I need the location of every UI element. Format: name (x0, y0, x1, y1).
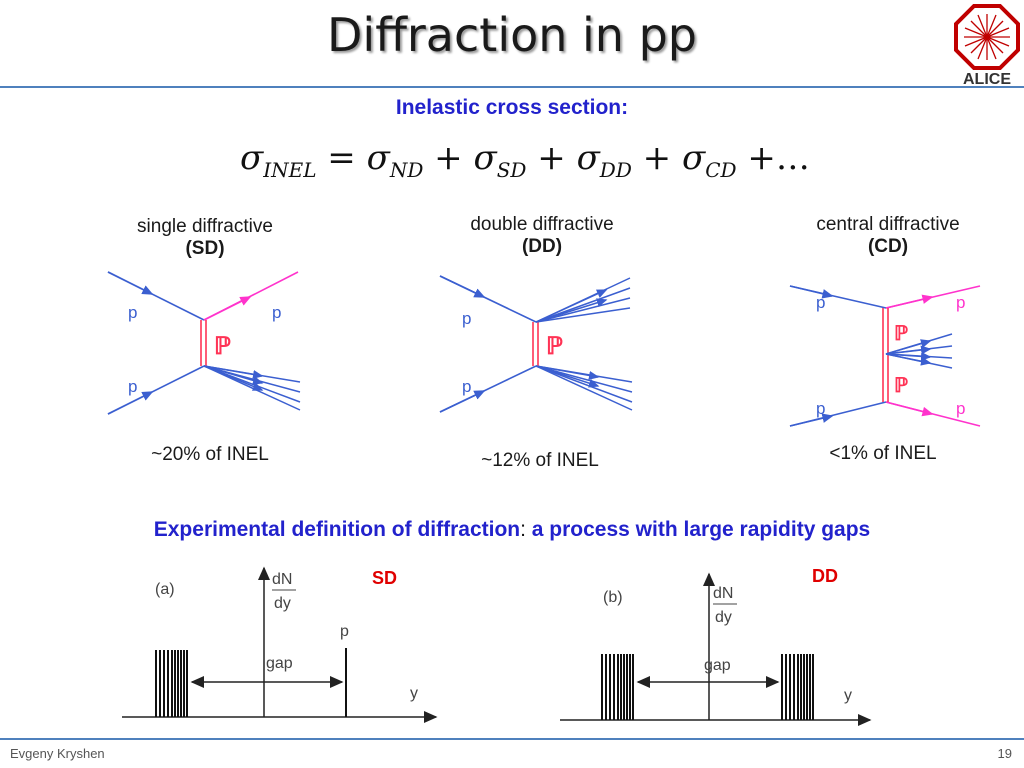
cd-p-label: p (956, 293, 965, 312)
sd-p-label: p (272, 303, 281, 322)
dd-p-label: p (462, 377, 471, 396)
cd-pomeron-label: ℙ (894, 323, 908, 345)
experimental-definition-term: Experimental definition of diffraction (153, 518, 521, 541)
formula-ellipsis: … (775, 138, 810, 178)
gap-plot-dd: (b) dN dy y gap (560, 572, 872, 726)
gap-plot-tracks (155, 650, 188, 717)
gap-plot-panel-label: (b) (603, 589, 623, 606)
gap-plot-panel-label: (a) (155, 581, 175, 598)
cross-section-formula: σINEL = σND + σSD + σDD + σCD +… (240, 138, 810, 182)
caption-sd-name: single diffractive (137, 216, 273, 237)
footer-author: Evgeny Kryshen (10, 746, 105, 761)
caption-sd-abbr: (SD) (185, 238, 225, 259)
sd-diagram: p p p ℙ (107, 271, 301, 415)
fraction-cd: <1% of INEL (829, 443, 937, 464)
dd-diagram: p p ℙ (439, 275, 633, 413)
page-number: 19 (997, 746, 1012, 761)
gap-plot-sd: (a) dN dy y p gap (122, 566, 438, 723)
gap-plot-proton-label: p (340, 623, 349, 640)
sd-p-label: p (128, 377, 137, 396)
fraction-dd: ~12% of INEL (481, 450, 599, 471)
experimental-definition-text: a process with large rapidity gaps (525, 518, 871, 541)
caption-cd: central diffractive (CD) (783, 214, 993, 258)
slide-title: Diffraction in pp (327, 8, 697, 62)
formula-term-dd: DD (599, 158, 632, 182)
experimental-definition-colon: : (520, 518, 526, 541)
gap-plot-ylabel: dy (274, 595, 291, 612)
gap-plot-tag-dd: DD (812, 566, 838, 586)
gap-plot-gap-label: gap (266, 655, 293, 672)
gap-plot-ylabel: dy (715, 609, 732, 626)
gap-plot-ylabel: dN (272, 571, 292, 588)
caption-cd-name: central diffractive (816, 214, 960, 235)
experimental-definition: Experimental definition of diffraction: … (0, 518, 1024, 542)
formula-term-cd: CD (705, 158, 737, 182)
caption-dd-abbr: (DD) (521, 236, 563, 257)
footer-rule (0, 738, 1024, 740)
gap-plot-tag-sd: SD (372, 568, 398, 588)
cd-p-label: p (816, 399, 825, 418)
title-rule (0, 86, 1024, 88)
cd-pomeron-label: ℙ (894, 375, 908, 397)
alice-logo: ALICE (954, 4, 1020, 88)
gap-plot-ylabel: dN (713, 585, 733, 602)
cd-diagram: p p p p ℙ ℙ (789, 285, 981, 427)
dd-pomeron-label: ℙ (546, 333, 563, 360)
formula-lhs-sub: INEL (263, 158, 317, 182)
gap-plot-xlabel: y (410, 685, 418, 702)
dd-p-label: p (462, 309, 471, 328)
gap-plot-tracks (601, 654, 814, 720)
fraction-sd: ~20% of INEL (151, 444, 269, 465)
caption-dd-name: double diffractive (470, 214, 614, 235)
cd-p-label: p (816, 293, 825, 312)
section-heading: Inelastic cross section: (395, 96, 629, 119)
formula-term-sd: SD (496, 158, 527, 182)
caption-cd-abbr: (CD) (867, 236, 909, 257)
gap-plot-gap-label: gap (704, 657, 731, 674)
rapidity-gap-plots: (a) dN dy y p gap (b) dN dy y (122, 566, 872, 726)
sd-p-label: p (128, 303, 137, 322)
gap-plot-xlabel: y (844, 687, 852, 704)
cd-p-label: p (956, 399, 965, 418)
alice-logo-text: ALICE (963, 71, 1011, 88)
caption-dd: double diffractive (DD) (437, 214, 647, 258)
caption-sd: single diffractive (SD) (100, 216, 310, 260)
sd-pomeron-label: ℙ (214, 333, 231, 360)
formula-term-nd: ND (389, 158, 424, 182)
feynman-diagrams: p p p ℙ p p ℙ (107, 271, 981, 427)
